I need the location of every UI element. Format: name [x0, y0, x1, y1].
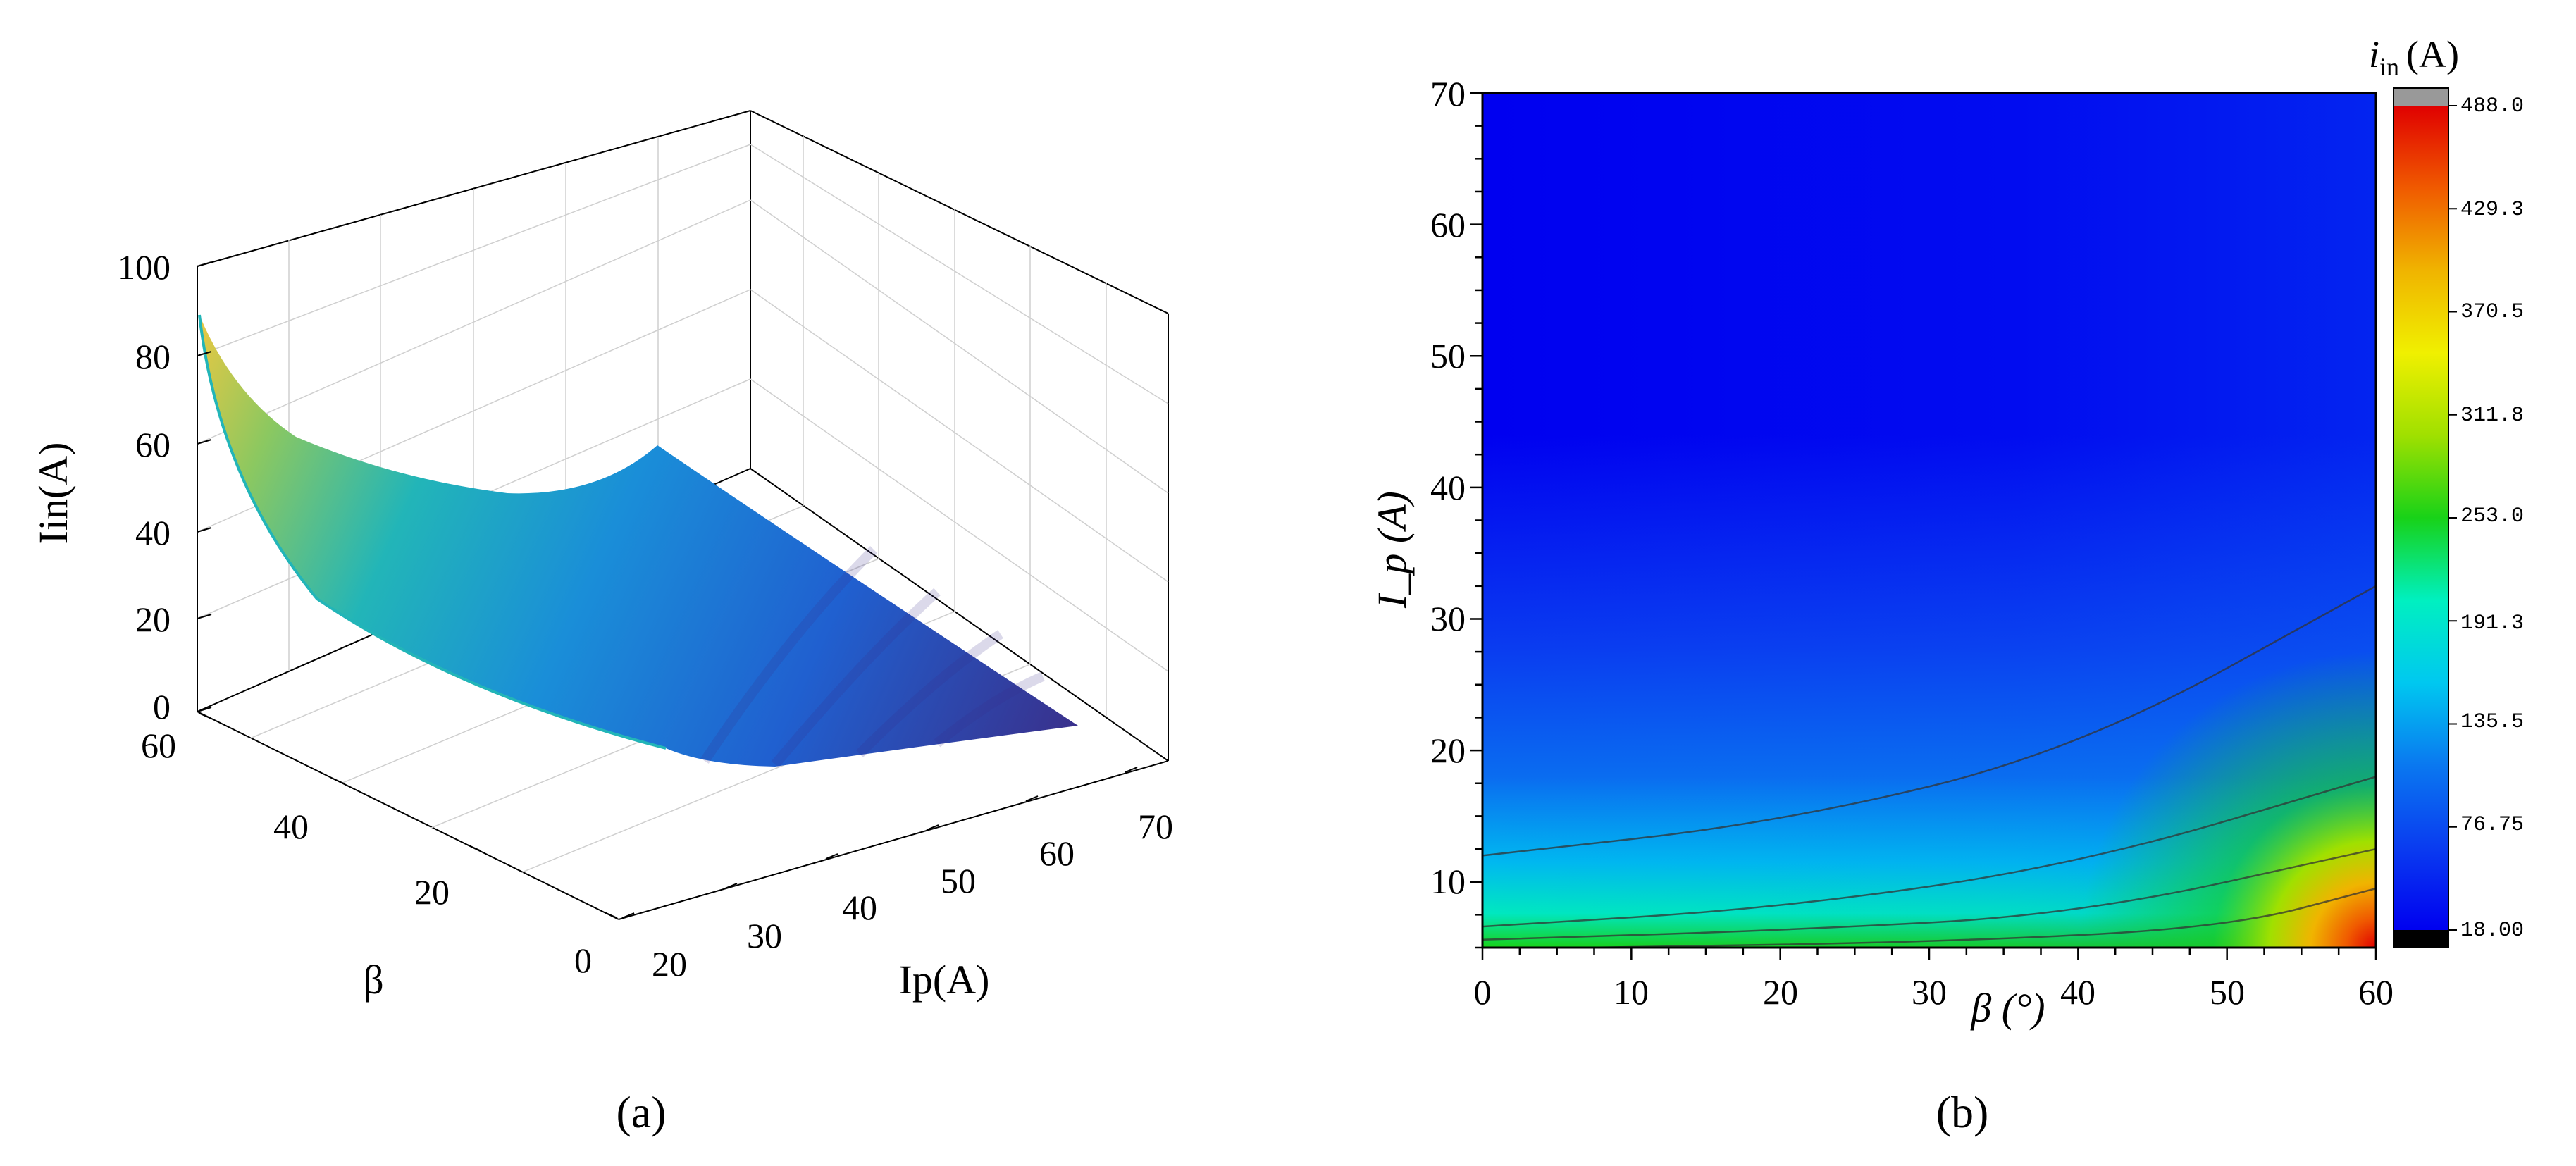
- colorbar-tick-marks: [2448, 105, 2457, 931]
- y-tick-20: 20: [1430, 731, 1466, 770]
- x-tick-0: 0: [1474, 972, 1492, 1012]
- beta-axis-label: β: [363, 957, 384, 1003]
- cb-tick-6: 370.5: [2460, 300, 2524, 324]
- ip-tick-50: 50: [941, 861, 976, 900]
- x-tick-10: 10: [1614, 972, 1649, 1012]
- x-tick-50: 50: [2210, 972, 2245, 1012]
- panel-b-label: (b): [1936, 1087, 1989, 1137]
- contour-lines: [1482, 585, 2376, 948]
- beta-tick-60: 60: [141, 726, 176, 765]
- x-axis-label: β (°): [1970, 985, 2045, 1031]
- ip-tick-60: 60: [1039, 833, 1075, 873]
- cb-tick-3: 191.3: [2460, 612, 2524, 635]
- surface-patch: [199, 315, 1078, 767]
- y-axis-tick-labels: 10 20 30 40 50 60 70: [1430, 74, 1466, 901]
- panel-a-3d-surface: 0 20 40 60 80 100 Iin(A) 60 40 20 0 β: [30, 110, 1173, 1137]
- x-tick-40: 40: [2060, 972, 2095, 1012]
- colorbar-tick-labels: 18.00 76.75 135.5 191.3 253.0 311.8 370.…: [2460, 94, 2524, 943]
- cb-tick-1: 76.75: [2460, 813, 2524, 837]
- y-axis-tick-marks: [1470, 92, 1482, 949]
- y-tick-10: 10: [1430, 862, 1466, 901]
- y-tick-50: 50: [1430, 336, 1466, 376]
- cb-tick-0: 18.00: [2460, 919, 2524, 943]
- beta-tick-20: 20: [414, 872, 450, 912]
- beta-axis-tick-labels: 60 40 20 0: [141, 726, 592, 980]
- z-tick-20: 20: [135, 600, 171, 639]
- z-tick-60: 60: [135, 425, 171, 464]
- contour-line-1: [1482, 776, 2376, 928]
- surface-front-edge: [198, 314, 667, 750]
- ip-tick-40: 40: [842, 888, 877, 927]
- z-tick-0: 0: [153, 687, 171, 726]
- z-axis-label: Iin(A): [30, 442, 76, 545]
- cb-tick-4: 253.0: [2460, 504, 2524, 528]
- cb-tick-2: 135.5: [2460, 710, 2524, 734]
- x-tick-30: 30: [1912, 972, 1947, 1012]
- z-axis-tick-marks: [197, 261, 212, 712]
- y-axis-label: I_p (A): [1369, 491, 1415, 609]
- cb-tick-5: 311.8: [2460, 404, 2524, 428]
- panel-b-contour-map: 0 10 20 30 40 50 60 10 20 30 40 50 60 70…: [1369, 33, 2524, 1137]
- colorbar-gradient: [2394, 106, 2448, 930]
- contour-line-2: [1482, 848, 2376, 941]
- colorbar-title: iin (A): [2369, 33, 2459, 81]
- z-axis-tick-labels: 0 20 40 60 80 100: [118, 247, 171, 726]
- surface-shading: [700, 546, 1045, 768]
- y-tick-30: 30: [1430, 599, 1466, 638]
- z-tick-100: 100: [118, 247, 171, 287]
- contour-line-0: [1482, 585, 2376, 857]
- colorbar: 18.00 76.75 135.5 191.3 253.0 311.8 370.…: [2369, 33, 2524, 948]
- ip-axis-tick-labels: 20 30 40 50 60 70: [652, 807, 1173, 984]
- ip-axis-tick-marks: [621, 767, 1138, 919]
- y-tick-40: 40: [1430, 468, 1466, 507]
- cb-tick-7: 429.3: [2460, 198, 2524, 222]
- beta-axis-tick-marks: [198, 712, 618, 919]
- ip-tick-30: 30: [747, 916, 782, 955]
- ip-tick-20: 20: [652, 944, 687, 984]
- z-tick-40: 40: [135, 513, 171, 552]
- y-tick-70: 70: [1430, 74, 1466, 113]
- panel-a-label: (a): [616, 1087, 666, 1137]
- ip-axis-label: Ip(A): [899, 957, 990, 1003]
- colorbar-under: [2394, 930, 2448, 948]
- contour-line-3: [1586, 887, 2376, 948]
- colorbar-over: [2394, 88, 2448, 106]
- z-tick-80: 80: [135, 337, 171, 376]
- x-tick-60: 60: [2358, 972, 2394, 1012]
- x-axis-tick-labels: 0 10 20 30 40 50 60: [1474, 972, 2394, 1012]
- ip-tick-70: 70: [1138, 807, 1173, 846]
- y-tick-60: 60: [1430, 205, 1466, 244]
- heatmap-fill: [1482, 93, 2376, 948]
- beta-tick-40: 40: [273, 807, 309, 846]
- cb-tick-8: 488.0: [2460, 94, 2524, 118]
- x-tick-20: 20: [1763, 972, 1798, 1012]
- beta-tick-0: 0: [574, 941, 592, 980]
- x-axis-tick-marks: [1481, 948, 2377, 960]
